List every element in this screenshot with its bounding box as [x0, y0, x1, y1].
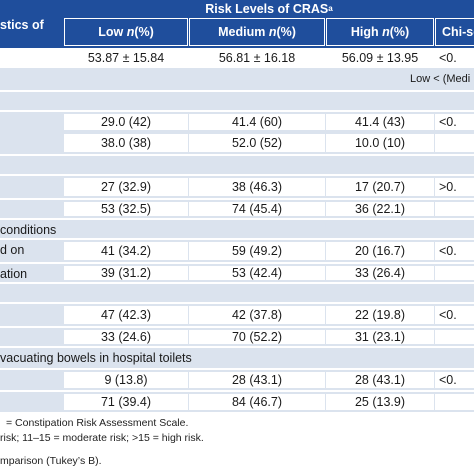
table-cell-high: 10.0 (10) — [326, 134, 434, 152]
table-cell-low: 39 (31.2) — [64, 266, 188, 280]
header-chi-square: Chi-squar — [435, 18, 474, 46]
table-cell-medium: 41.4 (60) — [189, 114, 325, 130]
table-cell-high: 36 (22.1) — [326, 202, 434, 216]
table-cell-test: >0. — [435, 178, 474, 196]
header-risk-levels-text: Risk Levels of CRAS — [205, 1, 329, 16]
header-high-pct: (%) — [389, 25, 410, 39]
table-cell-high: 31 (23.1) — [326, 330, 434, 344]
table-cell-high: 22 (19.8) — [326, 306, 434, 324]
header-high-n: n — [382, 25, 390, 39]
table-cell-low: 33 (24.6) — [64, 330, 188, 344]
table-cell-test: <0. — [439, 51, 457, 65]
table-cell-low: 27 (32.9) — [64, 178, 188, 196]
table-cell-high: 56.09 ± 13.95 — [341, 51, 419, 65]
table-row-band — [0, 68, 474, 90]
table-cell-test — [435, 394, 474, 410]
table-cell-test — [435, 134, 474, 152]
table-cell-high: 17 (20.7) — [326, 178, 434, 196]
header-low-label: Low — [98, 25, 124, 39]
table-cell-test: <0. — [435, 242, 474, 260]
table-cell-medium: 84 (46.7) — [189, 394, 325, 410]
header-high: High n (%) — [326, 18, 434, 46]
table-row-band — [0, 92, 474, 110]
table-cell-medium: 42 (37.8) — [189, 306, 325, 324]
table-cell-test: <0. — [435, 114, 474, 130]
row-label: vacuating bowels in hospital toilets — [0, 351, 192, 365]
table-row-band — [0, 284, 474, 302]
table-cell-test — [435, 330, 474, 344]
table-cell-low: 53.87 ± 15.84 — [87, 51, 165, 65]
header-medium: Medium n (%) — [189, 18, 325, 46]
table-cell-high: 41.4 (43) — [326, 114, 434, 130]
table-cell-test: Low < (Medi — [410, 73, 471, 85]
table-cell-medium: 56.81 ± 16.18 — [218, 51, 296, 65]
table-cell-medium: 74 (45.4) — [189, 202, 325, 216]
header-characteristics: stics of — [0, 18, 44, 32]
header-low-pct: (%) — [134, 25, 154, 39]
table-cell-test — [435, 202, 474, 216]
row-label: d on — [0, 243, 25, 257]
table-cell-medium: 28 (43.1) — [189, 372, 325, 388]
row-label: conditions — [0, 223, 57, 237]
table-cell-low: 41 (34.2) — [64, 242, 188, 260]
footnote-1: = Constipation Risk Assessment Scale. — [6, 417, 189, 429]
table-cell-test: <0. — [435, 306, 474, 324]
table-cell-low: 71 (39.4) — [64, 394, 188, 410]
table-cell-high: 25 (13.9) — [326, 394, 434, 410]
header-high-label: High — [350, 25, 379, 39]
table-cell-medium: 53 (42.4) — [189, 266, 325, 280]
table-cell-test: <0. — [435, 372, 474, 388]
header-medium-pct: (%) — [276, 25, 296, 39]
header-low: Low n (%) — [64, 18, 188, 46]
header-low-n: n — [126, 25, 135, 39]
header-risk-levels: Risk Levels of CRAS a — [205, 1, 333, 16]
table-cell-high: 33 (26.4) — [326, 266, 434, 280]
table-cell-low: 38.0 (38) — [64, 134, 188, 152]
table-cell-medium: 52.0 (52) — [189, 134, 325, 152]
footnote-2: risk; 11–15 = moderate risk; >15 = high … — [0, 432, 204, 444]
table-cell-medium: 70 (52.2) — [189, 330, 325, 344]
row-label: ation — [0, 267, 28, 281]
table-cell-low: 29.0 (42) — [64, 114, 188, 130]
table-cell-low: 47 (42.3) — [64, 306, 188, 324]
table-cell-low: 53 (32.5) — [64, 202, 188, 216]
table-cell-medium: 59 (49.2) — [189, 242, 325, 260]
header-medium-label: Medium — [218, 25, 266, 39]
table-cell-test — [435, 266, 474, 280]
table-row-band — [0, 220, 474, 238]
table-cell-medium: 38 (46.3) — [189, 178, 325, 196]
table-cell-high: 28 (43.1) — [326, 372, 434, 388]
table-cell-high: 20 (16.7) — [326, 242, 434, 260]
table-row-band — [0, 48, 474, 68]
table-row-band — [0, 156, 474, 174]
header-medium-n: n — [268, 25, 277, 39]
table-cell-low: 9 (13.8) — [64, 372, 188, 388]
footnote-4: mparison (Tukey’s B). — [0, 455, 102, 467]
table-row-band — [0, 348, 474, 368]
table-header — [0, 0, 474, 48]
